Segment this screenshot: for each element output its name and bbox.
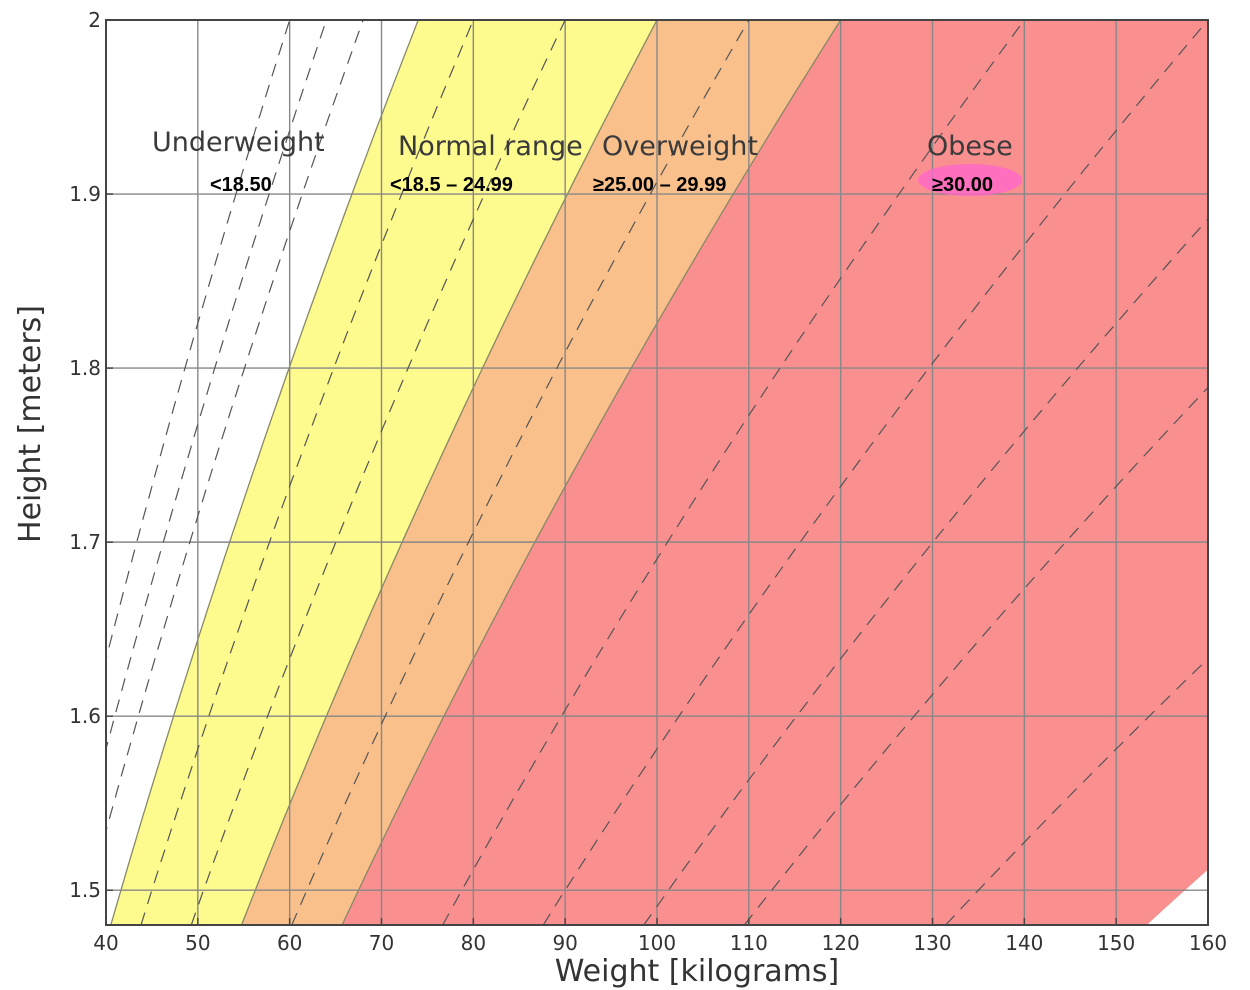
dashed-bmi-45 — [643, 218, 1208, 925]
x-ticks: 40 50 60 70 80 90 100 110 120 130 140 150 160 — [93, 918, 1227, 955]
category-label-obese: Obese — [927, 131, 1013, 162]
band-edge-2 — [240, 20, 658, 925]
y-tick-label-1.8: 1.8 — [69, 356, 101, 380]
band-normal-range — [110, 20, 658, 925]
range-label-obese: ≥30.00 — [932, 174, 993, 196]
x-tick-label-130: 130 — [913, 931, 951, 955]
y-ticks: 1.5 1.6 1.7 1.8 1.9 2 — [69, 8, 113, 902]
dashed-bmi-35 — [442, 20, 1025, 925]
y-tick-label-1.5: 1.5 — [69, 878, 101, 902]
dashed-bmi-22.5 — [190, 20, 566, 925]
dashed-bmi-16 — [106, 20, 327, 752]
x-axis-title: Weight [kilograms] — [555, 954, 839, 989]
range-label-underweight: <18.50 — [210, 174, 272, 196]
y-tick-label-1.6: 1.6 — [69, 704, 101, 728]
band-edge-1 — [110, 20, 419, 925]
category-label-normal: Normal range — [398, 131, 583, 162]
x-tick-label-100: 100 — [638, 931, 676, 955]
dashed-bmi-27.5 — [291, 20, 750, 925]
x-tick-label-150: 150 — [1097, 931, 1135, 955]
x-tick-label-160: 160 — [1189, 931, 1227, 955]
dashed-bmi-17 — [106, 20, 364, 834]
x-tick-label-90: 90 — [552, 931, 577, 955]
x-tick-label-140: 140 — [1005, 931, 1043, 955]
band-edge-3 — [341, 20, 842, 925]
category-label-overweight: Overweight — [602, 131, 758, 162]
range-label-normal: <18.5 – 24.99 — [390, 174, 513, 196]
y-axis-title: Height [meters] — [13, 305, 48, 543]
y-tick-label-1.7: 1.7 — [69, 530, 101, 554]
obese-highlight — [918, 164, 1022, 196]
x-tick-label-120: 120 — [822, 931, 860, 955]
band-overweight — [241, 20, 841, 925]
x-tick-label-70: 70 — [369, 931, 394, 955]
x-tick-label-60: 60 — [277, 931, 302, 955]
dashed-bmi-lines — [106, 20, 1208, 925]
category-label-underweight: Underweight — [152, 127, 325, 158]
dashed-bmi-15 — [106, 20, 291, 662]
band-obese — [342, 20, 1208, 925]
x-tick-label-50: 50 — [185, 931, 210, 955]
x-tick-label-110: 110 — [730, 931, 768, 955]
dashed-bmi-40 — [542, 20, 1208, 925]
dashed-bmi-60 — [945, 657, 1208, 925]
bmi-bands — [106, 20, 1208, 925]
range-label-overweight: ≥25.00 – 29.99 — [593, 174, 726, 196]
band-underweight — [106, 20, 419, 925]
x-tick-label-40: 40 — [93, 931, 118, 955]
x-tick-label-80: 80 — [461, 931, 486, 955]
y-tick-label-1.9: 1.9 — [69, 182, 101, 206]
y-tick-label-2: 2 — [88, 8, 101, 32]
dashed-bmi-20 — [140, 20, 474, 925]
